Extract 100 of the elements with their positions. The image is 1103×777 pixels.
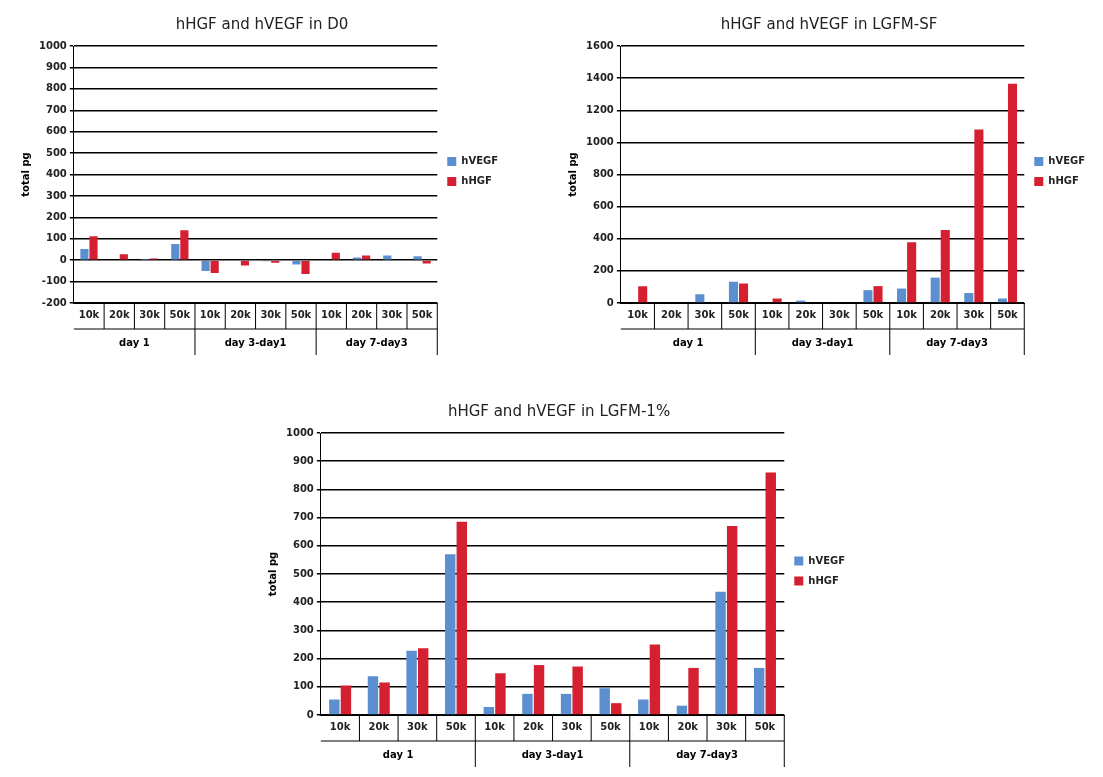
y-tick-label: 800	[592, 168, 614, 180]
bar	[688, 667, 699, 715]
y-tick-label: 200	[292, 652, 314, 664]
y-tick-label: 300	[292, 623, 314, 635]
x-tick-label: 50k	[600, 720, 622, 732]
bar	[301, 260, 310, 275]
x-tick-label: 30k	[260, 308, 282, 320]
text: day 3-day1	[521, 748, 584, 760]
bar	[974, 129, 984, 303]
bar	[292, 260, 301, 265]
y-tick-label: 900	[292, 454, 314, 466]
x-tick-label: 10k	[896, 308, 918, 320]
bar	[1007, 83, 1018, 303]
legend-label: hVEGF	[808, 554, 846, 566]
y-tick-label: 400	[45, 168, 67, 180]
chart-title: hHGF and hVEGF in LGFM-1%	[447, 401, 671, 420]
y-tick-label: 1200	[585, 103, 614, 115]
legend-label: hHGF	[1048, 175, 1079, 187]
bar	[873, 286, 883, 303]
y-tick-label: 500	[292, 567, 314, 579]
y-tick-label: 700	[292, 511, 314, 523]
bar	[240, 260, 250, 266]
y-tick-label: 200	[592, 264, 614, 276]
bar	[611, 703, 622, 715]
y-tick-label: 0	[606, 296, 614, 308]
x-tick-label: 30k	[694, 308, 716, 320]
y-axis-title: total pg	[266, 551, 278, 597]
bar	[649, 644, 661, 715]
bar	[413, 256, 422, 260]
x-tick-label: 10k	[627, 308, 649, 320]
bar	[417, 648, 429, 715]
text: day 1	[672, 336, 704, 348]
y-tick-label: 400	[592, 232, 614, 244]
bar	[367, 676, 379, 715]
x-tick-label: 10k	[78, 308, 100, 320]
bar	[739, 283, 749, 303]
bar	[753, 667, 765, 715]
bar	[379, 682, 390, 715]
y-tick-label: 600	[45, 125, 67, 137]
x-tick-label: 10k	[484, 720, 506, 732]
y-axis-title: total pg	[566, 152, 578, 197]
bar	[201, 260, 210, 271]
chart-title: hHGF and hVEGF in D0	[175, 14, 349, 33]
text: day 7-day3	[676, 748, 738, 760]
y-tick-label: 1000	[585, 135, 614, 147]
x-tick-label: 30k	[716, 720, 737, 732]
bar	[180, 230, 189, 260]
x-tick-label: 50k	[169, 308, 191, 320]
y-tick-label: 800	[45, 82, 67, 94]
x-tick-label: 10k	[329, 720, 351, 732]
x-tick-label: 20k	[929, 308, 951, 320]
bar	[483, 707, 495, 715]
bar	[89, 236, 98, 260]
y-tick-label: -100	[41, 275, 67, 287]
bar	[329, 699, 340, 715]
bar	[599, 688, 610, 715]
bar	[638, 286, 648, 303]
bar	[456, 521, 468, 715]
bar	[715, 591, 726, 715]
bar	[406, 650, 417, 715]
x-tick-label: 30k	[407, 720, 429, 732]
x-tick-label: 10k	[761, 308, 783, 320]
legend-label: hVEGF	[461, 155, 499, 167]
y-tick-label: 100	[292, 680, 314, 692]
y-tick-label: 1000	[38, 39, 67, 51]
bar	[940, 229, 950, 303]
x-tick-label: 20k	[795, 308, 817, 320]
y-tick-label: 0	[59, 253, 67, 265]
x-tick-label: 20k	[108, 308, 130, 320]
text: day 7-day3	[926, 336, 988, 348]
text: day 7-day3	[345, 336, 408, 348]
bar	[340, 685, 352, 715]
x-tick-label: 50k	[862, 308, 884, 320]
bar	[572, 666, 583, 715]
x-tick-label: 30k	[381, 308, 403, 320]
x-tick-label: 50k	[728, 308, 750, 320]
y-tick-label: 600	[592, 200, 614, 212]
text: day 3-day1	[224, 336, 287, 348]
y-axis-title: total pg	[19, 152, 31, 197]
bar	[383, 255, 392, 260]
bar	[495, 673, 506, 715]
bar	[560, 693, 572, 715]
x-tick-label: 20k	[677, 720, 699, 732]
x-tick-label: 50k	[997, 308, 1019, 320]
y-tick-label: 1400	[585, 71, 614, 83]
y-tick-label: 400	[292, 595, 314, 607]
x-tick-label: 30k	[561, 720, 583, 732]
x-tick-label: 50k	[445, 720, 467, 732]
bar	[362, 255, 371, 260]
y-tick-label: 900	[45, 61, 67, 73]
bar	[210, 260, 219, 274]
bar	[445, 554, 456, 715]
x-tick-label: 30k	[963, 308, 985, 320]
y-tick-label: 100	[45, 232, 67, 244]
y-tick-label: 500	[45, 146, 67, 158]
x-tick-label: 10k	[199, 308, 221, 320]
legend-label: hHGF	[808, 574, 839, 586]
x-tick-label: 30k	[139, 308, 161, 320]
x-tick-label: 50k	[290, 308, 312, 320]
x-tick-label: 20k	[660, 308, 682, 320]
